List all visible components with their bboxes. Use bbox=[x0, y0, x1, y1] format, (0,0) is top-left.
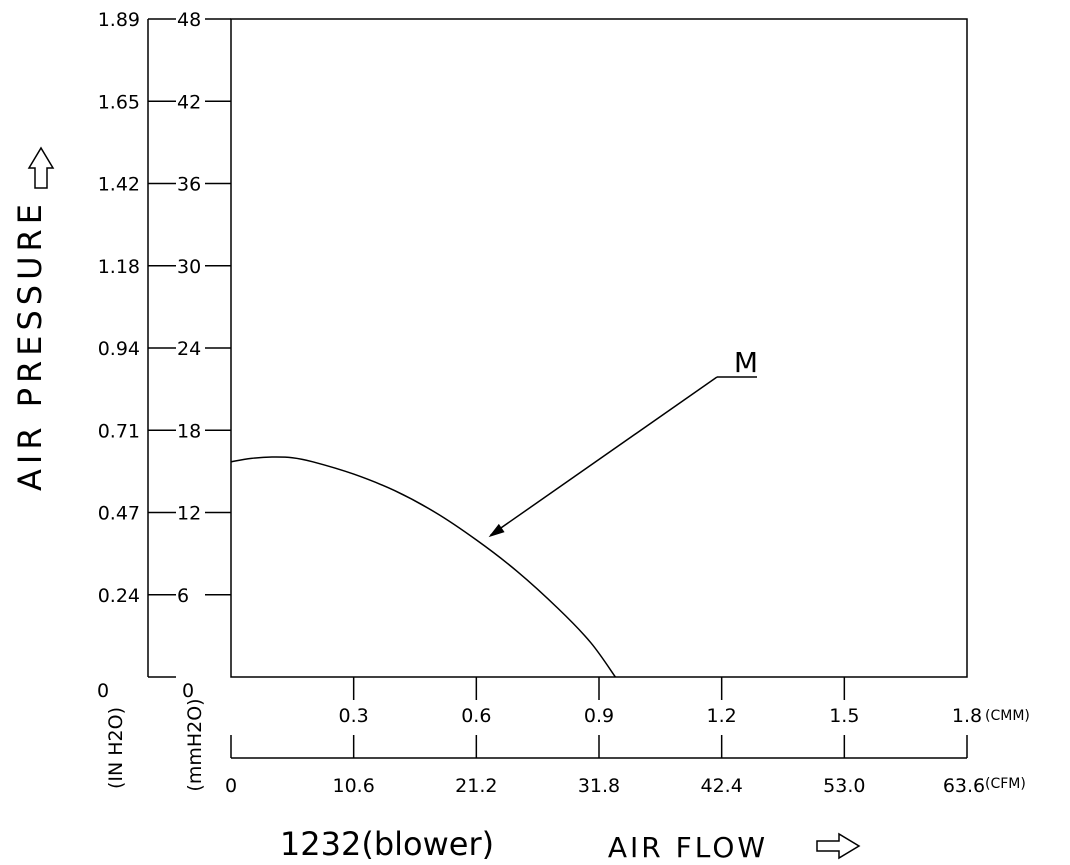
x-tick-label-cmm: 0.9 bbox=[584, 705, 614, 727]
y-unit-inh2o: (IN H2O) bbox=[105, 707, 127, 789]
y-tick-label-inh2o: 0.47 bbox=[98, 503, 140, 525]
y-tick-label-mmh2o: 48 bbox=[177, 9, 201, 31]
x-tick-label-cmm: 0.3 bbox=[339, 705, 369, 727]
x-tick-label-cmm: 0.6 bbox=[461, 705, 491, 727]
x-unit-cmm: (CMM) bbox=[985, 708, 1030, 724]
y-tick-label-mmh2o: 0 bbox=[182, 680, 194, 702]
y-tick-label-inh2o: 0.94 bbox=[98, 338, 140, 360]
y-tick-label-inh2o: 1.42 bbox=[98, 174, 140, 196]
y-tick-label-inh2o: 0.24 bbox=[98, 585, 140, 607]
annotation-layer: M bbox=[488, 346, 758, 538]
series-layer bbox=[230, 456, 617, 678]
y-tick-label-mmh2o: 42 bbox=[177, 91, 201, 113]
x-tick-label-cfm: 31.8 bbox=[578, 775, 620, 797]
x-tick-label-cfm: 21.2 bbox=[455, 775, 497, 797]
y-tick-label-mmh2o: 36 bbox=[177, 174, 201, 196]
y-tick-label-inh2o: 1.18 bbox=[98, 256, 140, 278]
y-unit-mmh2o: (mmH2O) bbox=[184, 698, 206, 791]
y-tick-label-mmh2o: 30 bbox=[177, 256, 201, 278]
y-tick-label-mmh2o: 24 bbox=[177, 338, 201, 360]
series-line-m bbox=[230, 456, 617, 678]
y-arrow-icon bbox=[27, 146, 55, 189]
x-tick-label-cmm: 1.2 bbox=[707, 705, 737, 727]
x-axis-title: AIR FLOW bbox=[608, 831, 768, 864]
annotation-leader bbox=[490, 376, 718, 536]
x-tick-label-cfm: 63.6 bbox=[943, 775, 985, 797]
y-axes: 0 0.24 0.47 0.71 0.94 1.18 1.42 1.65 1.89 0 6 12 18 2… bbox=[97, 9, 231, 792]
y-tick-label-inh2o: 1.89 bbox=[98, 9, 140, 31]
x-tick-label-cmm: 1.8 bbox=[952, 705, 982, 727]
annotation-arrowhead bbox=[488, 523, 505, 538]
x-tick-label-cmm: 1.5 bbox=[829, 705, 859, 727]
x-unit-cfm: (CFM) bbox=[985, 776, 1026, 792]
x-tick-label-cfm: 0 bbox=[225, 775, 237, 797]
x-arrow-icon bbox=[816, 832, 861, 860]
plot-frame-layer bbox=[230, 18, 968, 678]
x-tick-label-cfm: 42.4 bbox=[701, 775, 743, 797]
y-tick-label-mmh2o: 18 bbox=[177, 420, 201, 442]
y-tick-label-inh2o: 0 bbox=[97, 680, 109, 702]
y-tick-label-inh2o: 1.65 bbox=[98, 91, 140, 113]
y-tick-label-inh2o: 0.71 bbox=[98, 420, 140, 442]
plot-border bbox=[230, 18, 968, 678]
x-axes: 0.3 0.6 0.9 1.2 1.5 1.8 (CMM) 0 10.6 21.2 31.8 42.4… bbox=[225, 677, 1030, 797]
y-tick-label-mmh2o: 6 bbox=[177, 585, 189, 607]
chart-title: 1232(blower) bbox=[280, 825, 494, 863]
annotation-label: M bbox=[734, 346, 758, 379]
y-tick-label-mmh2o: 12 bbox=[177, 503, 201, 525]
x-tick-label-cfm: 53.0 bbox=[823, 775, 865, 797]
x-tick-label-cfm: 10.6 bbox=[333, 775, 375, 797]
y-axis-title: AIR PRESSURE bbox=[11, 199, 49, 491]
